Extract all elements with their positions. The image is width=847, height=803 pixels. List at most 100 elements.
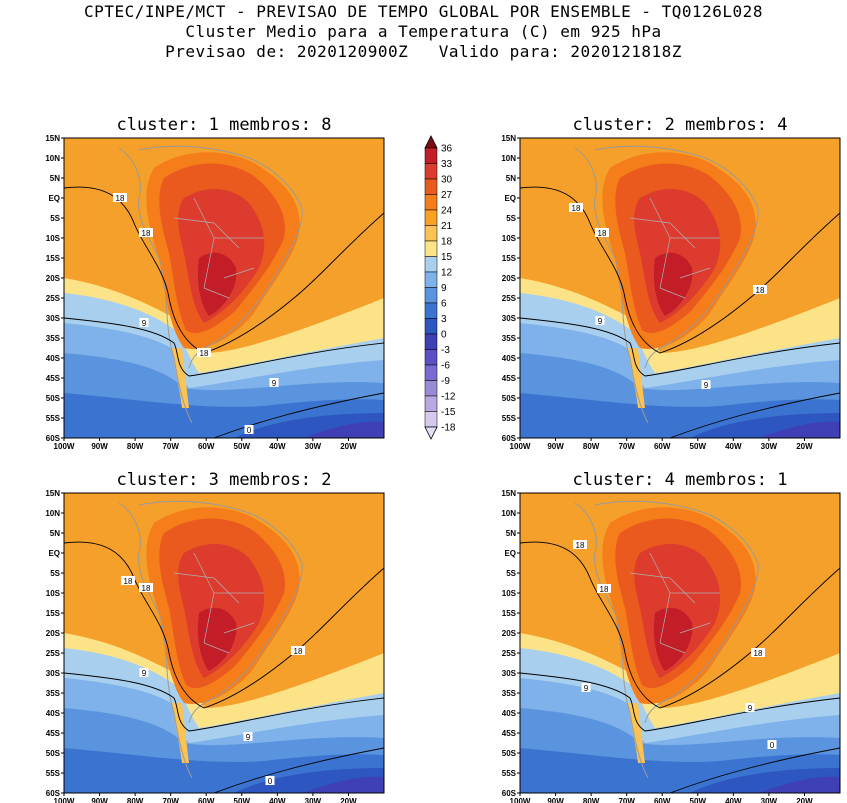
svg-text:18: 18	[572, 204, 581, 213]
lat-tick-label: EQ	[504, 549, 516, 558]
svg-text:18: 18	[124, 577, 133, 586]
lat-tick-label: 60S	[46, 434, 61, 443]
lon-tick-label: 40W	[725, 442, 742, 451]
title-line-3: Previsao de: 2020120900Z Valido para: 20…	[165, 42, 682, 61]
lat-tick-label: 15N	[501, 134, 516, 143]
lat-tick-label: 40S	[502, 709, 517, 718]
lat-tick-label: 5S	[506, 569, 516, 578]
lat-tick-label: 30S	[46, 669, 61, 678]
map-panel-1: cluster: 1 membros: 8 15N 10N 5N EQ 5S 10S 15S 2…	[45, 115, 385, 451]
lat-tick-label: 25S	[502, 294, 517, 303]
lat-tick-label: EQ	[48, 194, 60, 203]
lat-tick-label: 30S	[502, 314, 517, 323]
lon-tick-label: 70W	[162, 442, 179, 451]
svg-text:18: 18	[142, 584, 151, 593]
lon-tick-label: 60W	[198, 797, 215, 803]
contour-label: 9	[243, 732, 253, 742]
svg-text:18: 18	[116, 194, 125, 203]
colorbar-label: -9	[441, 376, 450, 387]
svg-text:0: 0	[247, 426, 252, 435]
colorbar-label: -6	[441, 361, 450, 372]
contour-label: 9	[269, 378, 279, 388]
lon-tick-label: 60W	[654, 797, 671, 803]
svg-text:0: 0	[268, 777, 273, 786]
colorbar-segment	[424, 147, 438, 164]
colorbar-label: 36	[441, 144, 453, 155]
lon-tick-label: 20W	[340, 797, 357, 803]
svg-text:18: 18	[598, 229, 607, 238]
figure-title: CPTEC/INPE/MCT - PREVISAO DE TEMPO GLOBA…	[0, 2, 847, 62]
colorbar-segment	[424, 411, 438, 428]
lon-tick-label: 30W	[761, 797, 778, 803]
lat-tick-label: 55S	[502, 769, 517, 778]
lat-tick-label: 10N	[501, 154, 516, 163]
lat-tick-label: 55S	[46, 769, 61, 778]
map-panel-2: cluster: 2 membros: 4 15N 10N 5N EQ 5S 10S 15S 2…	[501, 115, 841, 451]
lat-tick-label: 10N	[45, 154, 60, 163]
lon-tick-label: 70W	[618, 797, 635, 803]
colorbar-label: 15	[441, 252, 453, 263]
map-frame	[63, 137, 385, 439]
contour-label: 18	[573, 540, 587, 550]
lon-tick-label: 30W	[761, 442, 778, 451]
svg-text:18: 18	[754, 649, 763, 658]
lat-tick-label: 10S	[46, 589, 61, 598]
lon-tick-label: 80W	[127, 797, 144, 803]
lon-tick-label: 40W	[269, 797, 286, 803]
lat-tick-label: 60S	[502, 789, 517, 798]
lat-tick-label: 5N	[506, 174, 516, 183]
colorbar-segment	[424, 364, 438, 381]
svg-text:18: 18	[600, 585, 609, 594]
svg-text:18: 18	[200, 349, 209, 358]
svg-text:18: 18	[756, 286, 765, 295]
lat-tick-label: 10N	[501, 509, 516, 518]
svg-text:0: 0	[770, 741, 775, 750]
temperature-field	[64, 138, 384, 438]
colorbar-segment	[424, 380, 438, 397]
lat-tick-label: 45S	[46, 729, 61, 738]
lat-tick-label: 15S	[46, 609, 61, 618]
panel-title: cluster: 2 membros: 4	[573, 115, 788, 135]
colorbar-label: 18	[441, 237, 453, 248]
lat-tick-label: 60S	[46, 789, 61, 798]
lat-tick-label: 35S	[46, 334, 61, 343]
lat-tick-label: 10N	[45, 509, 60, 518]
title-line-2: Cluster Medio para a Temperatura (C) em …	[185, 22, 662, 41]
lat-tick-label: 10S	[502, 589, 517, 598]
contour-label: 18	[197, 348, 211, 358]
lat-tick-label: 25S	[46, 649, 61, 658]
map-frame	[63, 492, 385, 794]
colorbar-label: 0	[441, 330, 447, 341]
svg-text:18: 18	[576, 541, 585, 550]
contour-label: 0	[265, 776, 275, 786]
lat-tick-label: 25S	[502, 649, 517, 658]
contour-label: 9	[581, 683, 591, 693]
colorbar-segment	[424, 256, 438, 273]
lon-tick-label: 50W	[234, 442, 251, 451]
lat-tick-label: EQ	[48, 549, 60, 558]
contour-label: 0	[244, 425, 254, 435]
lon-tick-label: 70W	[162, 797, 179, 803]
lon-tick-label: 70W	[618, 442, 635, 451]
lat-tick-label: 5S	[50, 214, 60, 223]
lon-tick-label: 60W	[198, 442, 215, 451]
colorbar-segment	[424, 333, 438, 350]
lat-tick-label: 5N	[50, 174, 60, 183]
contour-label: 0	[767, 740, 777, 750]
colorbar-segment	[424, 349, 438, 366]
lon-tick-label: 50W	[234, 797, 251, 803]
panel-title: cluster: 3 membros: 2	[117, 470, 332, 490]
lat-tick-label: 5N	[506, 529, 516, 538]
svg-text:9: 9	[142, 669, 147, 678]
colorbar-segment	[424, 395, 438, 412]
colorbar-label: 6	[441, 299, 447, 310]
lat-tick-label: 50S	[502, 394, 517, 403]
lat-tick-label: 15S	[502, 609, 517, 618]
colorbar-bottom-arrow	[424, 426, 438, 440]
colorbar-segment	[424, 302, 438, 319]
lon-tick-label: 20W	[796, 797, 813, 803]
contour-label: 18	[291, 646, 305, 656]
panel-title: cluster: 4 membros: 1	[573, 470, 788, 490]
